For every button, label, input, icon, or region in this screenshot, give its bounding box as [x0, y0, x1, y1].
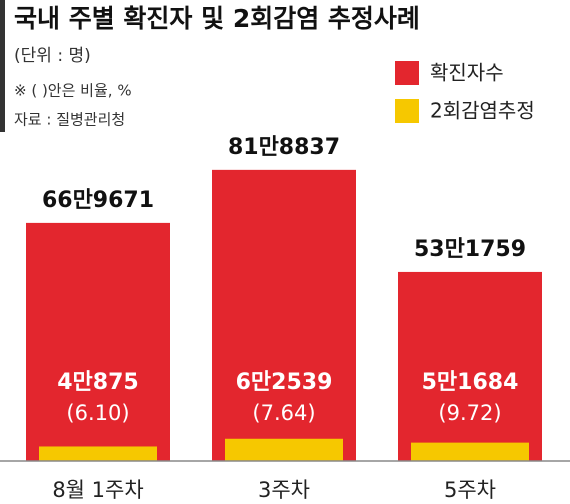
ratio-label: (9.72): [438, 401, 501, 425]
value-label: 4만875: [57, 370, 138, 395]
bar: [398, 271, 542, 461]
value-label: 6만2539: [236, 370, 333, 395]
legend-swatch: [395, 99, 419, 123]
legend-label: 2회감염추정: [430, 99, 535, 123]
legend-swatch: [395, 61, 419, 85]
bar: [225, 438, 343, 461]
bar: [411, 442, 529, 461]
note: (단위 : 명): [14, 46, 91, 66]
accent-bar: [0, 0, 5, 132]
value-label: 53만1759: [414, 237, 526, 262]
note: ※ ( )안은 비율, %: [14, 82, 132, 100]
value-label: 81만8837: [228, 135, 340, 160]
value-label: 66만9671: [42, 188, 154, 213]
bar: [26, 222, 170, 461]
ratio-label: (6.10): [66, 401, 129, 425]
ratio-label: (7.64): [252, 401, 315, 425]
x-tick-label: 3주차: [258, 478, 310, 502]
chart-title: 국내 주별 확진자 및 2회감염 추정사례: [14, 4, 420, 33]
bar: [212, 169, 356, 461]
x-tick-label: 8월 1주차: [52, 478, 143, 502]
value-label: 5만1684: [422, 370, 519, 395]
x-tick-label: 5주차: [444, 478, 496, 502]
bar: [39, 446, 157, 461]
note: 자료 : 질병관리청: [14, 111, 125, 129]
legend-label: 확진자수: [430, 61, 504, 85]
